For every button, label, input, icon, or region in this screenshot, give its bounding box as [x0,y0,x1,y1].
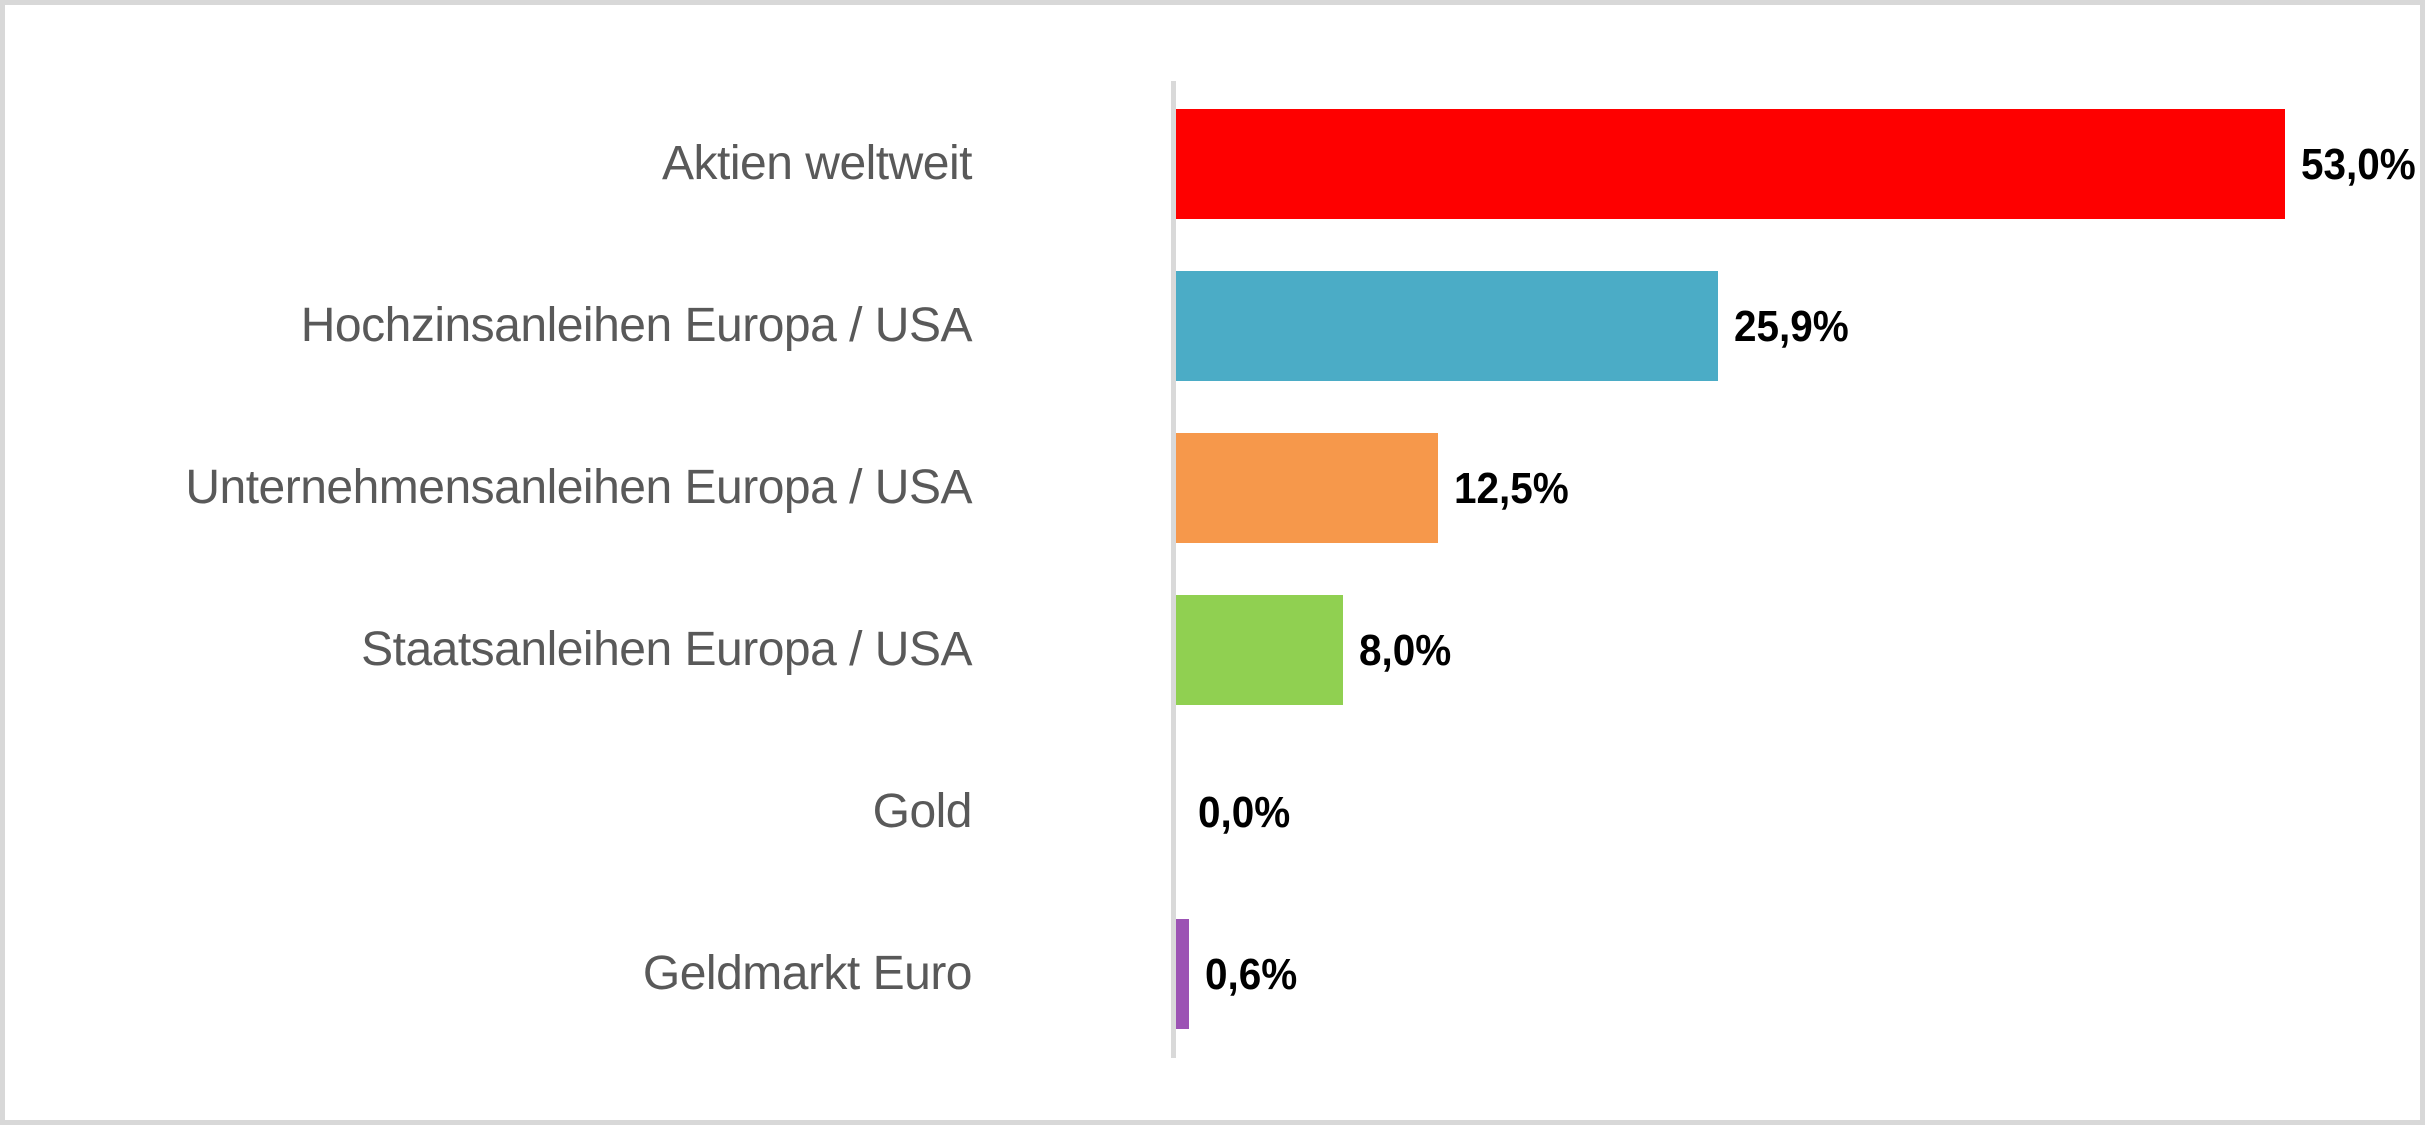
value-label: 0,0% [1198,788,1291,837]
category-axis-line [1171,81,1176,1058]
bar-unternehmensanleihen-europa-usa [1176,433,1438,543]
category-label: Unternehmensanleihen Europa / USA [185,461,972,514]
bar-hochzinsanleihen-europa-usa [1176,271,1718,381]
category-label: Geldmarkt Euro [642,947,973,1000]
value-label: 8,0% [1359,626,1452,675]
value-label: 0,6% [1205,950,1298,999]
category-label: Gold [872,785,973,838]
bar-staatsanleihen-europa-usa [1176,595,1343,705]
value-label: 12,5% [1454,464,1569,513]
bar-chart: Aktien weltweit 53,0% Hochzinsanleihen Eur… [5,5,2420,1120]
bar-aktien-weltweit [1176,109,2285,219]
bar-geldmarkt-euro [1176,919,1189,1029]
category-label: Aktien weltweit [662,137,972,190]
value-label: 25,9% [1734,302,1849,351]
category-label: Staatsanleihen Europa / USA [361,623,972,676]
value-label: 53,0% [2301,140,2416,189]
category-label: Hochzinsanleihen Europa / USA [300,299,973,352]
